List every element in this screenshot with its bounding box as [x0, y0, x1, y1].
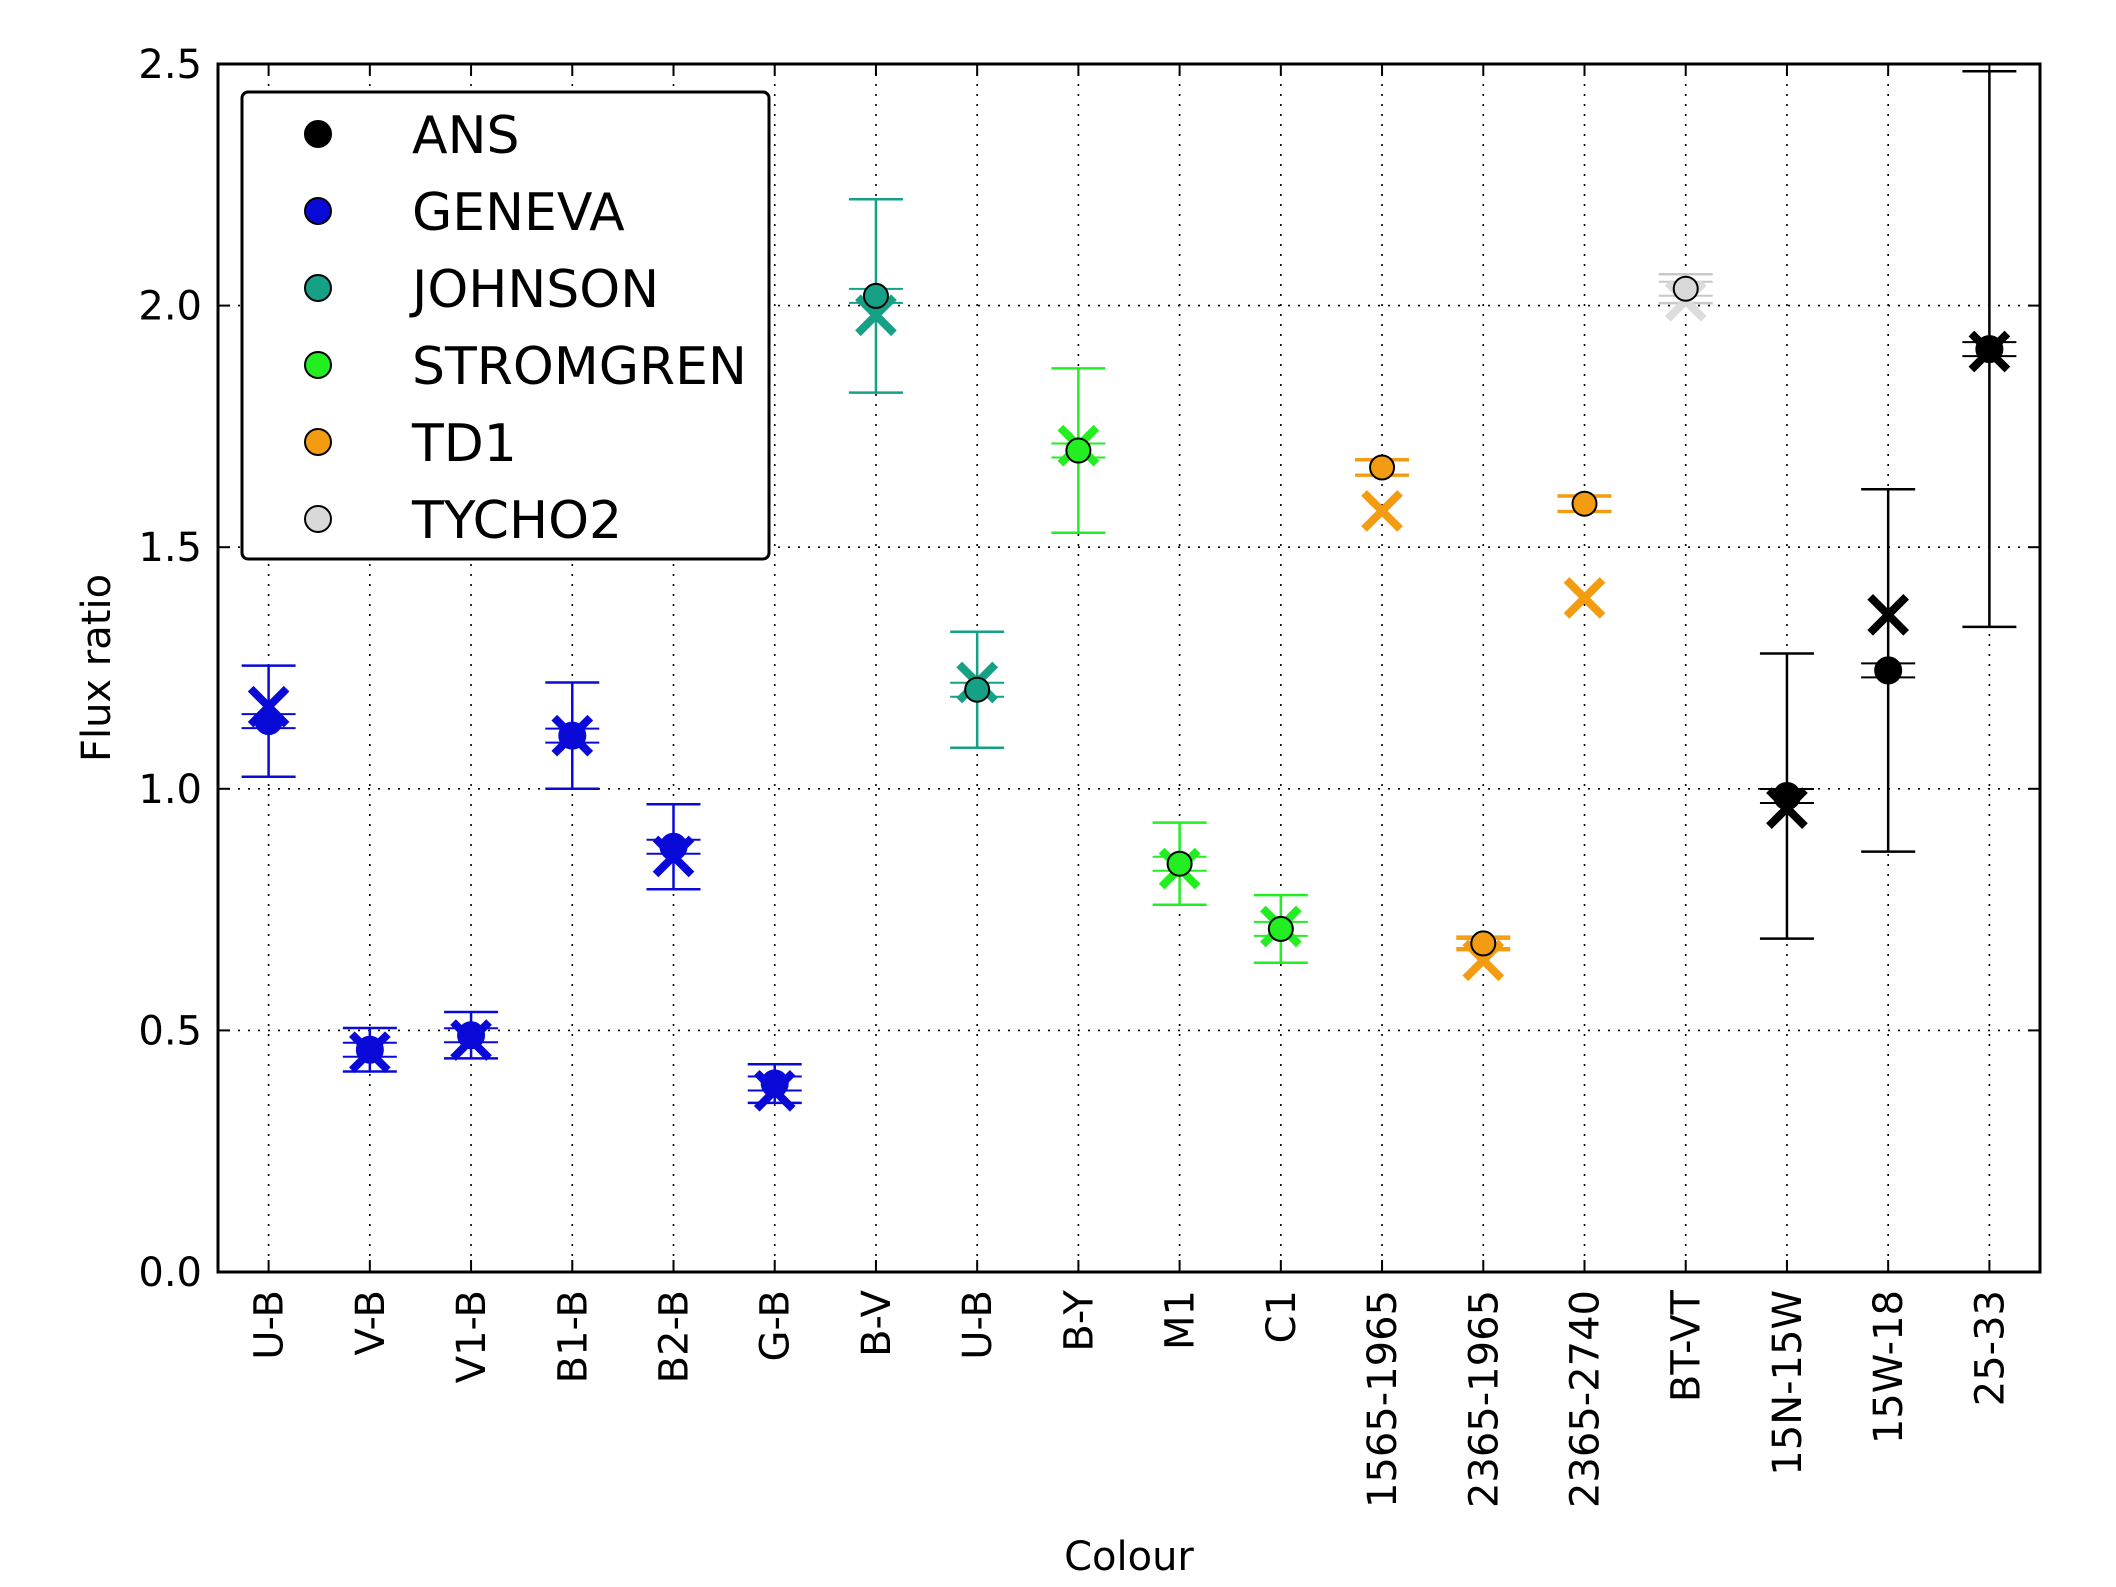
observed-point	[659, 832, 688, 861]
model-marker	[1867, 594, 1909, 636]
legend-marker	[304, 505, 332, 533]
model-marker	[855, 294, 897, 337]
observed-point	[1065, 437, 1092, 464]
legend-marker	[304, 120, 332, 148]
observed-point	[760, 1069, 789, 1098]
y-tick-label: 1.5	[138, 525, 202, 571]
observed-point	[1166, 850, 1193, 877]
x-tick-label: V1-B	[449, 1290, 495, 1383]
y-tick-label: 2.5	[138, 42, 202, 88]
y-tick-label: 0.0	[138, 1250, 202, 1296]
observed-point	[457, 1021, 486, 1050]
y-axis-label: Flux ratio	[74, 574, 120, 762]
x-tick-label: U-B	[955, 1290, 1001, 1360]
legend-label: TD1	[411, 414, 517, 474]
x-tick-label: 2365-2740	[1563, 1290, 1609, 1508]
observed-point	[1267, 915, 1294, 942]
legend-label: JOHNSON	[409, 260, 659, 320]
x-tick-label: 15W-18	[1866, 1290, 1912, 1444]
observed-point	[1772, 782, 1801, 811]
x-tick-label: 25-33	[1967, 1290, 2013, 1406]
y-tick-label: 0.5	[138, 1008, 202, 1054]
x-axis-label: Colour	[1064, 1534, 1194, 1580]
x-tick-label: 1565-1965	[1360, 1290, 1406, 1508]
legend-marker	[304, 197, 332, 225]
observed-point	[964, 676, 991, 703]
x-tick-label: U-B	[247, 1290, 293, 1360]
legend-label: TYCHO2	[411, 491, 622, 551]
x-tick-label: B-Y	[1056, 1289, 1102, 1351]
legend: ANS GENEVA JOHNSON STROMGREN TD1 TYCHO2	[240, 90, 771, 561]
legend-label: STROMGREN	[412, 337, 747, 397]
observed-point	[558, 721, 587, 750]
legend-marker	[304, 274, 332, 302]
x-tick-label: 15N-15W	[1765, 1290, 1811, 1476]
x-tick-label: B-V	[854, 1289, 900, 1357]
legend-label: ANS	[412, 106, 519, 166]
legend-label: GENEVA	[412, 183, 625, 243]
x-tick-label: B1-B	[550, 1290, 596, 1383]
x-tick-label: 2365-1965	[1461, 1290, 1507, 1508]
legend-box	[240, 90, 771, 561]
x-tick-label: C1	[1259, 1290, 1305, 1343]
x-axis-ticks: U-B V-B V1-B B1-B B2-B G-B B-V U-B B-Y M1 C1 1565-1…	[247, 64, 2013, 1508]
model-marker	[1361, 490, 1403, 532]
observed-point	[1369, 454, 1396, 481]
observed-point	[1874, 656, 1903, 685]
model-marker	[1563, 577, 1606, 619]
observed-point	[1672, 275, 1699, 302]
plot-frame	[216, 62, 2042, 1274]
x-tick-label: BT-VT	[1664, 1289, 1710, 1402]
x-tick-label: B2-B	[652, 1290, 698, 1383]
observed-point	[1470, 930, 1497, 957]
observed-point	[254, 707, 283, 736]
y-tick-label: 2.0	[138, 284, 202, 330]
legend-marker	[304, 428, 332, 456]
observed-point	[1975, 335, 2004, 364]
observed-point	[1571, 490, 1598, 517]
data-points	[247, 275, 2011, 1112]
x-tick-label: G-B	[753, 1290, 799, 1361]
x-tick-label: V-B	[348, 1290, 394, 1355]
x-tick-label: M1	[1158, 1290, 1204, 1350]
observed-point	[862, 282, 889, 309]
y-axis-ticks: 0.0 0.5 1.0 1.5 2.0 2.5	[138, 42, 2040, 1296]
y-tick-label: 1.0	[138, 767, 202, 813]
observed-point	[355, 1035, 384, 1064]
legend-marker	[304, 351, 332, 379]
